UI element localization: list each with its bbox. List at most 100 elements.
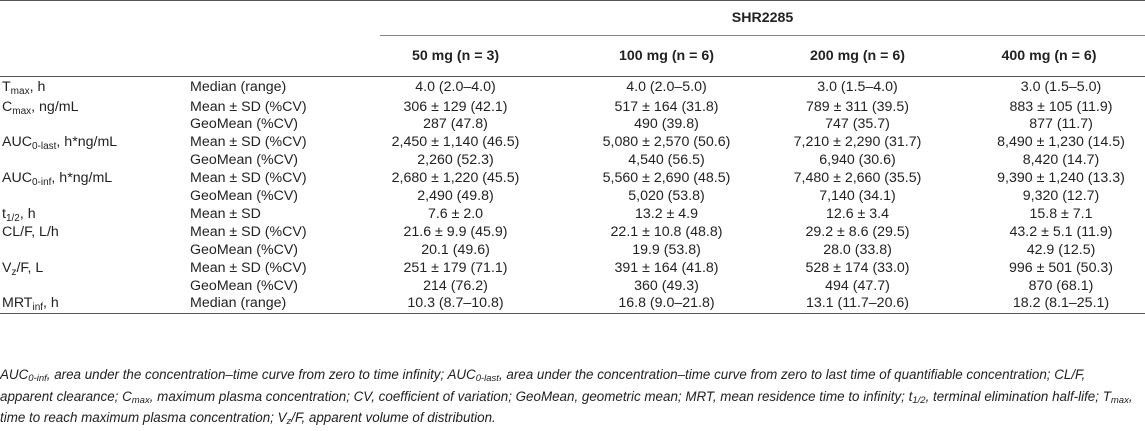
parameter-label: MRTinf, h [0,295,190,313]
statistic-label: Median (range) [190,78,287,95]
value-cell: 3.0 (1.5–4.0) [817,78,898,95]
parameter-subscript: 0-inf [31,177,52,189]
parameter-label [0,116,190,134]
statistic-label: Median (range) [190,295,287,312]
parameter-unit: , h [43,295,59,312]
value-cell: 7,210 ± 2,290 (31.7) [793,134,922,151]
value-cell: 4.0 (2.0–4.0) [415,78,496,95]
parameter-subscript: max [12,105,32,117]
footnote-text: , area under the concentration–time curv… [0,367,1086,404]
parameter-unit: , h [29,78,46,95]
parameter-unit: /F, L [16,259,44,276]
footnote-abbreviation: t1/2, terminal elimination half-life; [908,388,1103,406]
statistic-label: GeoMean (%CV) [190,116,299,133]
parameter-symbol: t [2,205,6,222]
footnote-symbol: V [277,410,287,425]
parameter-symbol: C [2,98,13,115]
statistic-label: Mean ± SD [190,205,261,222]
parameter-symbol: AUC [2,134,32,151]
parameter-unit: , h [19,205,36,222]
value-cell: 4,540 (56.5) [628,152,705,169]
value-cell: 22.1 ± 10.8 (48.8) [610,223,723,240]
value-cell: 8,490 ± 1,230 (14.5) [997,134,1125,151]
parameter-label [0,278,190,296]
value-cell: 490 (39.8) [634,116,699,133]
value-cell: 251 ± 179 (71.1) [403,259,508,276]
value-cell: 883 ± 105 (11.9) [1009,98,1113,115]
statistic-label: Mean ± SD (%CV) [190,259,307,276]
table-row: AUC0-last, h*ng/mL Mean ± SD (%CV) 2,450 ±… [0,134,1145,152]
value-cell: 21.6 ± 9.9 (45.9) [403,223,508,240]
value-cell: 29.2 ± 8.6 (29.5) [805,223,910,240]
footnote-abbreviation: AUC0-last , area under the concentration–… [0,367,1085,404]
footnote-subscript: max [131,394,150,406]
value-cell: 12.6 ± 3.4 [825,205,889,222]
table-row: GeoMean (%CV) 20.1 (49.6) 19.9 (53.8) 28.0 … [0,242,1145,260]
table-row: GeoMean (%CV) 2,490 (49.8) 5,020 (53.8) 7,1… [0,188,1145,206]
value-cell: 9,390 ± 1,240 (13.3) [997,170,1125,187]
value-cell: 15.8 ± 7.1 [1029,205,1093,222]
value-cell: 7,480 ± 2,660 (35.5) [793,170,922,187]
footnote-subscript: 1/2 [912,394,926,406]
header-blank-2 [190,1,380,36]
parameter-label: t1/2, h [0,206,190,224]
value-cell: 391 ± 164 (41.8) [614,259,719,276]
value-cell: 877 (11.7) [1029,116,1093,133]
parameter-label: Cmax, ng/mL [0,99,190,117]
parameter-subscript: inf [32,302,44,314]
table-row: Vz/F, L Mean ± SD (%CV) 251 ± 179 (71.1) 39… [0,260,1145,278]
value-cell: 3.0 (1.5–5.0) [1020,78,1102,95]
value-cell: 996 ± 501 (50.3) [1009,259,1114,276]
value-cell: 28.0 (33.8) [823,241,892,258]
footnote-abbreviation: AUC0-inf, area under the concentration–t… [0,367,448,384]
value-cell: 5,020 (53.8) [628,188,705,205]
parameter-label: AUC0-last, h*ng/mL [0,134,190,152]
footnote-text: , area under the concentration–time curv… [46,367,448,382]
footnote-symbol: t [908,388,913,404]
parameter-unit: , ng/mL [31,98,79,115]
value-cell: 18.2 (8.1–25.1) [1012,295,1110,312]
footnote-subscript: 0-inf [28,373,47,384]
parameter-label [0,188,190,206]
parameter-subscript: 0-last [31,141,57,153]
footnote-abbreviation: Vz/F, apparent volume of distribution. [277,410,496,427]
value-cell: 528 ± 174 (33.0) [805,259,910,276]
group-header-shr2285: SHR2285 [380,0,1145,36]
footnote-abbreviation: Cmax, maximum plasma concentration; CV, … [122,388,909,406]
value-cell: 4.0 (2.0–5.0) [626,78,707,95]
parameter-label [0,152,190,170]
table-footnote: AUC 0-inf, area under the concentration–t… [0,364,1140,429]
parameter-subscript: max [10,85,30,97]
footnote-subscript: z [286,416,292,427]
column-header-50mg: 50 mg (n = 3) [411,48,500,64]
table-row: GeoMean (%CV) 2,260 (52.3) 4,540 (56.5) 6,9… [0,152,1145,170]
value-cell: 5,560 ± 2,690 (48.5) [602,170,731,187]
parameter-unit: , h*ng/mL [51,170,113,187]
value-cell: 5,080 ± 2,570 (50.6) [602,134,731,151]
column-header-400mg: 400 mg (n = 6) [1001,48,1097,64]
footnote-subscript: 0-last [475,373,499,384]
parameter-symbol: CL/F, L/h [2,223,59,240]
value-cell: 517 ± 164 (31.8) [614,98,719,115]
statistic-label: Mean ± SD (%CV) [190,170,307,187]
value-cell: 16.8 (9.0–21.8) [618,295,715,312]
table-row: AUC0-inf, h*ng/mL Mean ± SD (%CV) 2,680 ± … [0,170,1145,188]
value-cell: 287 (47.8) [423,116,488,133]
header-blank-1 [0,1,190,36]
table-row: MRTinf, h Median (range) 10.3 (8.7–10.8) 16… [0,295,1145,314]
footnote-abbreviation: Tmax, time to reach maximum plasma conce… [0,389,1133,426]
footnote-symbol: C [122,388,132,404]
value-cell: 2,260 (52.3) [417,152,494,169]
footnote-text: /F, apparent volume of distribution. [291,410,496,425]
value-cell: 7.6 ± 2.0 [427,205,484,222]
table-row: GeoMean (%CV) 287 (47.8) 490 (39.8) 747 (35… [0,116,1145,134]
statistic-label: Mean ± SD (%CV) [190,223,307,240]
column-header-100mg: 100 mg (n = 6) [618,48,714,64]
value-cell: 2,450 ± 1,140 (46.5) [391,134,520,151]
footnote-symbol: T [1102,388,1111,404]
parameter-subscript: z [11,266,17,278]
table-body: Tmax, h Median (range) 4.0 (2.0–4.0) 4.0 (2… [0,77,1145,314]
footnote-symbol: AUC [447,367,476,382]
value-cell: 789 ± 311 (39.5) [806,98,909,115]
